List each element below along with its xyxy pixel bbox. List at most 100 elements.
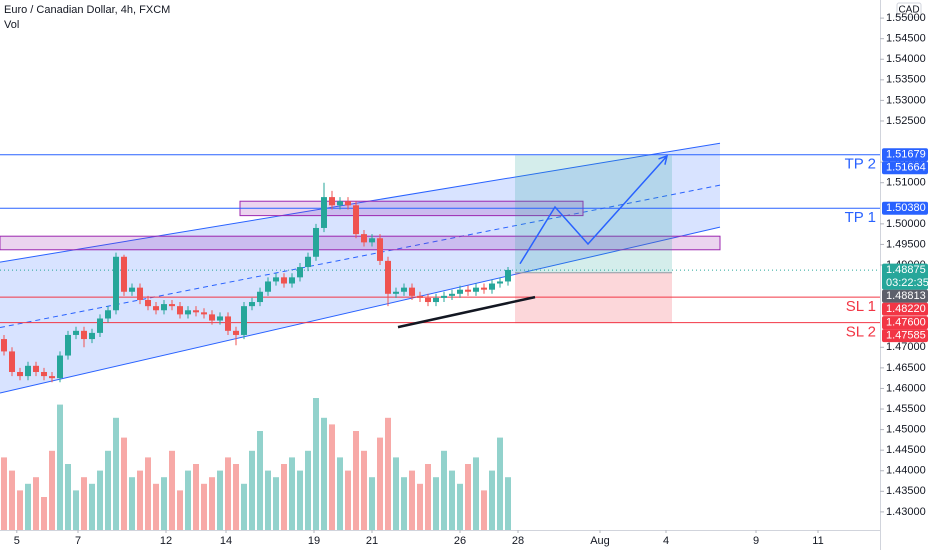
volume-bar	[265, 470, 271, 530]
price-badge	[882, 289, 928, 303]
volume-bar	[113, 417, 119, 530]
y-tick-label: 1.43500	[886, 485, 926, 497]
volume-bar	[417, 483, 423, 530]
volume-bar	[105, 450, 111, 530]
y-tick-label: 1.53500	[886, 74, 926, 86]
volume-bar	[345, 470, 351, 530]
candle-body	[297, 267, 303, 278]
candle-body	[217, 316, 223, 321]
volume-bar	[49, 450, 55, 530]
candle-body	[145, 299, 151, 307]
volume-bar	[25, 483, 31, 530]
volume-bar	[449, 470, 455, 530]
y-tick-label: 1.46000	[886, 382, 926, 394]
candle-body	[361, 234, 367, 243]
price-badge-label: 1.47585	[886, 330, 926, 342]
volume-bar	[409, 470, 415, 530]
volume-bar	[489, 470, 495, 530]
candle-body	[377, 238, 383, 261]
y-tick-label: 1.44500	[886, 444, 926, 456]
candle-body	[65, 334, 71, 356]
volume-bar	[217, 470, 223, 530]
volume-bar	[465, 464, 471, 530]
volume-bar	[441, 450, 447, 530]
candle-body	[385, 260, 391, 294]
x-tick-label: 14	[220, 535, 232, 547]
candle-body	[177, 306, 183, 315]
price-badge	[882, 201, 928, 215]
volume-bar	[433, 477, 439, 530]
candle-body	[113, 256, 119, 311]
candle-body	[57, 355, 63, 379]
candle-body	[473, 287, 479, 292]
position-loss	[515, 272, 672, 324]
volume-bar	[1, 457, 7, 530]
volume-bar	[209, 477, 215, 530]
candle-body	[49, 376, 55, 379]
y-tick-label: 1.54500	[886, 33, 926, 45]
volume-bar	[377, 437, 383, 530]
volume-bar	[337, 457, 343, 530]
candle-body	[393, 291, 399, 294]
price-badge	[882, 329, 928, 343]
volume-bar	[249, 450, 255, 530]
candle-body	[305, 256, 311, 268]
volume-bar	[497, 437, 503, 530]
x-tick-label: 11	[812, 535, 823, 547]
candle-body	[273, 277, 279, 282]
volume-bar	[385, 417, 391, 530]
volume-bar	[505, 477, 511, 530]
volume-bar	[81, 477, 87, 530]
volume-bar	[137, 470, 143, 530]
candle-body	[345, 201, 351, 206]
candle-body	[33, 365, 39, 372]
time-axis	[0, 530, 880, 550]
projection-arrowhead	[658, 154, 669, 165]
candle-body	[97, 318, 103, 333]
volume-bar	[177, 490, 183, 530]
volume-bar	[193, 464, 199, 530]
candle-body	[89, 332, 95, 340]
candle-body	[321, 197, 327, 228]
candle-body	[25, 365, 31, 377]
channel-fill	[0, 143, 720, 393]
y-tick-label: 1.47000	[886, 341, 926, 353]
y-tick-label: 1.45000	[886, 424, 926, 436]
y-tick-label: 1.54000	[886, 53, 926, 65]
y-tick-label: 1.51000	[886, 177, 926, 189]
volume-bar	[481, 490, 487, 530]
candle-body	[489, 283, 495, 290]
level-label: TP 2	[845, 156, 876, 173]
x-tick-label: 28	[512, 535, 524, 547]
candle-body	[17, 371, 23, 377]
volume-bar	[89, 483, 95, 530]
volume-bar	[473, 457, 479, 530]
plot-area	[0, 142, 880, 530]
volume-bar	[233, 464, 239, 530]
zone	[0, 235, 721, 251]
volume-bar	[65, 464, 71, 530]
price-badge-label: 1.51664	[886, 162, 926, 174]
price-badge	[882, 263, 928, 290]
y-tick-label: 1.45500	[886, 403, 926, 415]
volume-bar	[257, 431, 263, 530]
volume-bar	[17, 490, 23, 530]
candle-body	[193, 310, 199, 313]
volume-bar	[401, 477, 407, 530]
volume-bar	[153, 483, 159, 530]
candle-body	[505, 269, 511, 282]
volume-bar	[161, 477, 167, 530]
x-tick-label: 9	[753, 535, 759, 547]
candle-body	[337, 201, 343, 206]
volume-bar	[129, 477, 135, 530]
position-profit	[515, 155, 672, 273]
candle-body	[209, 314, 215, 321]
candle-body	[185, 310, 191, 315]
y-tick-label: 1.49500	[886, 238, 926, 250]
volume-bar	[169, 450, 175, 530]
price-badge-label: 1.50380	[886, 202, 926, 214]
y-tick-label: 1.55000	[886, 12, 926, 24]
candle-body	[433, 297, 439, 303]
volume-bar	[273, 477, 279, 530]
